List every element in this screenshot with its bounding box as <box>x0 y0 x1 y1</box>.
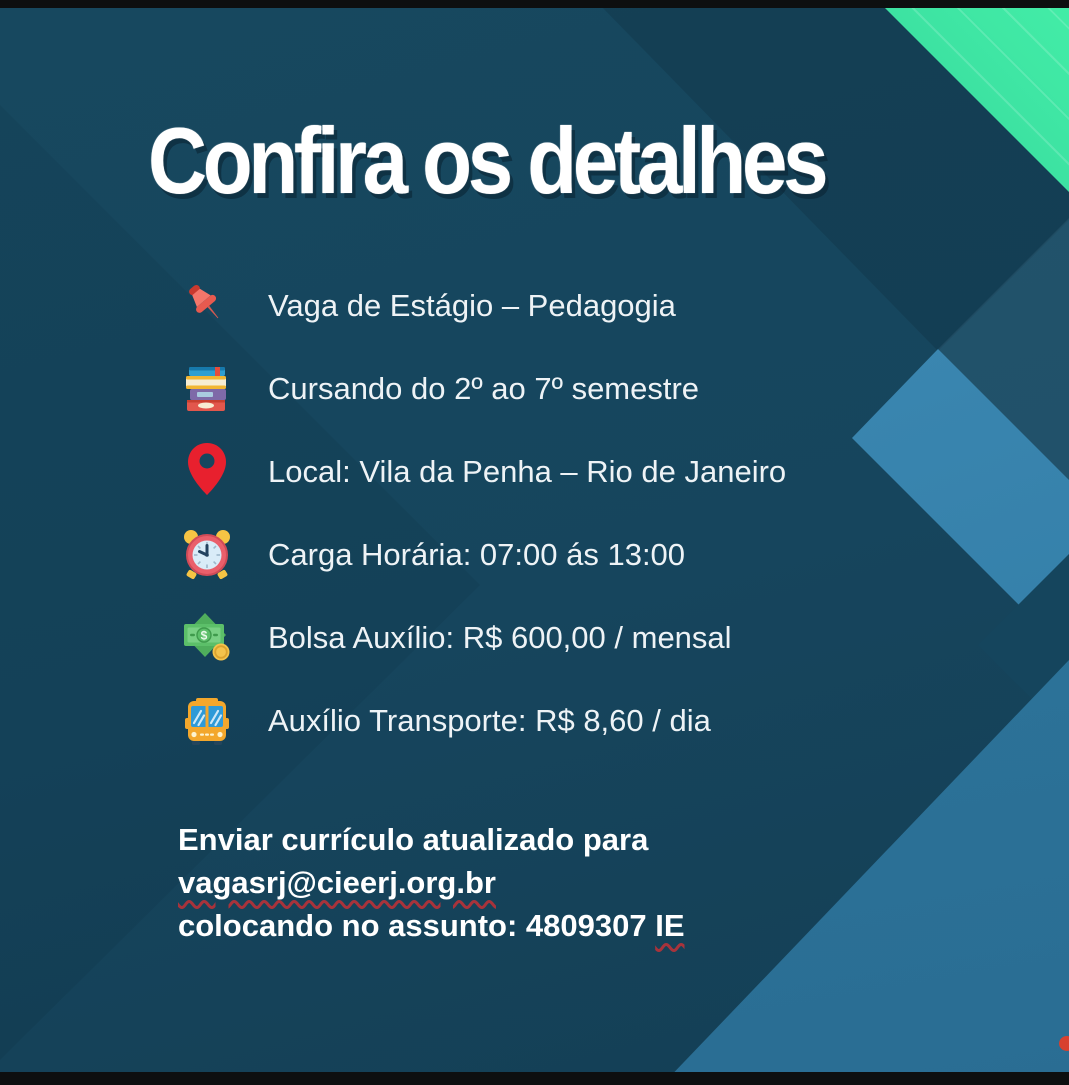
contact-instruction: Enviar currículo atualizado para <box>178 822 649 857</box>
contact-subject-code: IE <box>655 908 685 943</box>
contact-subject-prefix: colocando no assunto: 4809307 <box>178 908 656 943</box>
list-item-label: Local: Vila da Penha – Rio de Janeiro <box>268 453 787 489</box>
list-item-label: Auxílio Transporte: R$ 8,60 / dia <box>268 702 711 738</box>
top-letterbox-bar <box>0 0 1069 8</box>
pushpin-icon <box>176 279 238 333</box>
list-item: $ Bolsa Auxílio: R$ 600,00 / mensal <box>176 596 786 679</box>
bottom-letterbox-bar <box>0 1072 1069 1085</box>
contact-email: vagasrj@cieerj.org.br <box>178 865 496 900</box>
list-item: Local: Vila da Penha – Rio de Janeiro <box>176 430 786 513</box>
list-item: Carga Horária: 07:00 ás 13:00 <box>176 513 786 596</box>
location-pin-icon <box>176 441 238 503</box>
money-icon: $ <box>176 612 238 664</box>
red-dot-decoration <box>1059 1036 1069 1051</box>
bus-icon <box>176 695 238 747</box>
contact-subject-line: colocando no assunto: 4809307 IE <box>178 904 685 947</box>
list-item-label: Vaga de Estágio – Pedagogia <box>268 287 676 323</box>
list-item-label: Bolsa Auxílio: R$ 600,00 / mensal <box>268 619 732 655</box>
list-item-label: Cursando do 2º ao 7º semestre <box>268 370 700 406</box>
books-icon <box>176 364 238 414</box>
contact-block: Enviar currículo atualizado para vagasrj… <box>178 818 685 947</box>
list-item-label: Carga Horária: 07:00 ás 13:00 <box>268 536 686 572</box>
details-list: Vaga de Estágio – Pedagogia Cu <box>176 264 786 762</box>
list-item: Cursando do 2º ao 7º semestre <box>176 347 786 430</box>
svg-text:$: $ <box>201 628 208 642</box>
list-item: Vaga de Estágio – Pedagogia <box>176 264 786 347</box>
page-title: Confira os detalhes <box>148 108 829 213</box>
list-item: Auxílio Transporte: R$ 8,60 / dia <box>176 679 786 762</box>
alarm-clock-icon <box>176 528 238 582</box>
